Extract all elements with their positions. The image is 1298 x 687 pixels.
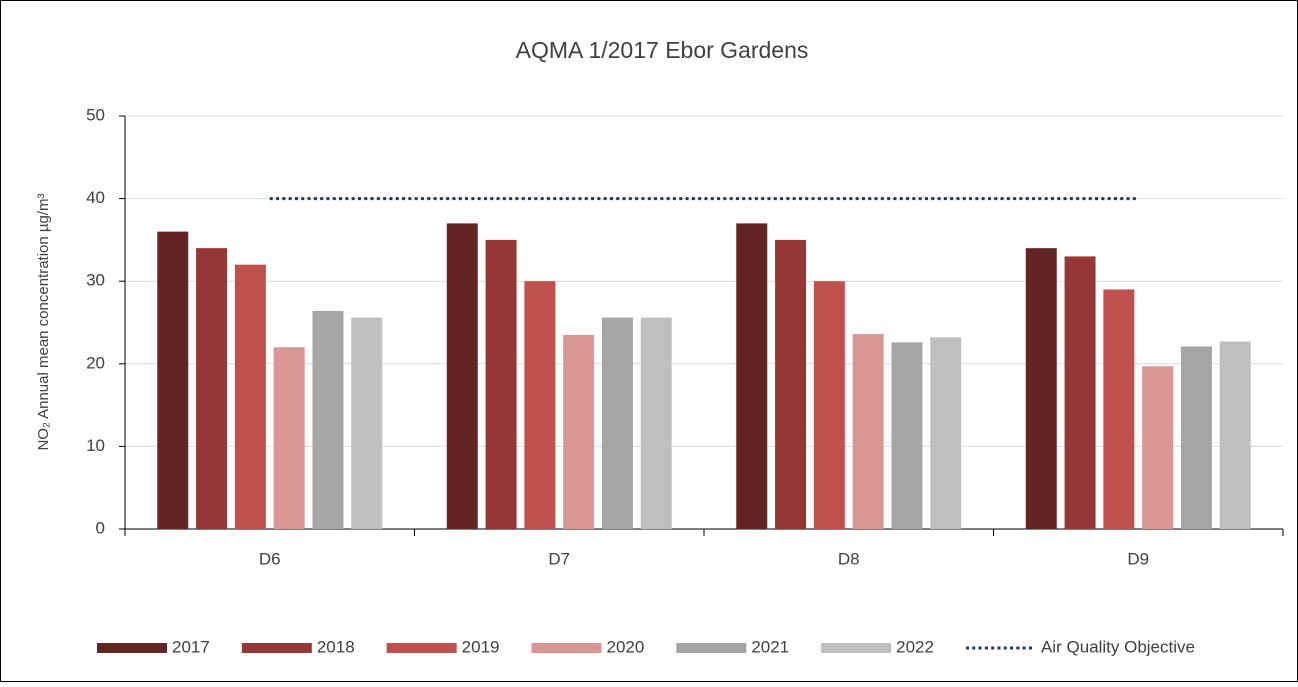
y-tick-label: 40 <box>86 188 105 207</box>
bar <box>852 334 884 529</box>
legend-label: 2018 <box>317 637 355 656</box>
bar <box>351 317 383 529</box>
x-tick-label: D7 <box>548 549 570 568</box>
bar <box>234 264 266 529</box>
x-tick-label: D8 <box>838 549 860 568</box>
legend-label: 2020 <box>606 637 644 656</box>
legend-label: 2017 <box>172 637 210 656</box>
bar <box>196 248 228 529</box>
bar <box>312 310 344 529</box>
y-tick-label: 0 <box>96 518 105 537</box>
chart-title: AQMA 1/2017 Ebor Gardens <box>516 37 809 63</box>
y-tick-label: 10 <box>86 436 105 455</box>
y-axis-label: NO₂ Annual mean concentration µg/m³ <box>35 193 52 450</box>
legend-label: 2022 <box>896 637 934 656</box>
legend-swatch <box>241 643 312 653</box>
legend-label: 2019 <box>462 637 500 656</box>
bar <box>930 337 962 529</box>
bar <box>640 317 672 529</box>
bar <box>157 231 189 529</box>
legend-swatch <box>97 643 167 653</box>
bar <box>1025 248 1057 529</box>
bar <box>446 223 478 529</box>
bar <box>1064 256 1096 529</box>
x-tick-label: D9 <box>1127 549 1149 568</box>
bar <box>1219 341 1251 529</box>
bar <box>601 317 633 529</box>
legend-swatch <box>676 643 747 653</box>
bar <box>1142 366 1174 529</box>
y-tick-label: 50 <box>86 105 105 124</box>
bar <box>563 334 595 529</box>
y-tick-label: 30 <box>86 271 105 290</box>
bar <box>485 239 517 529</box>
bar <box>273 347 305 529</box>
bar <box>736 223 768 529</box>
legend-label: Air Quality Objective <box>1041 637 1195 656</box>
legend-label: 2021 <box>751 637 789 656</box>
x-tick-label: D6 <box>259 549 281 568</box>
bar <box>813 281 845 529</box>
bar <box>1103 289 1135 529</box>
legend-swatch <box>386 643 457 653</box>
legend-swatch <box>821 643 892 653</box>
bar <box>775 239 807 529</box>
bar <box>1180 346 1212 529</box>
y-tick-label: 20 <box>86 353 105 372</box>
bar <box>524 281 556 529</box>
bar <box>891 342 923 529</box>
legend-swatch <box>531 643 602 653</box>
